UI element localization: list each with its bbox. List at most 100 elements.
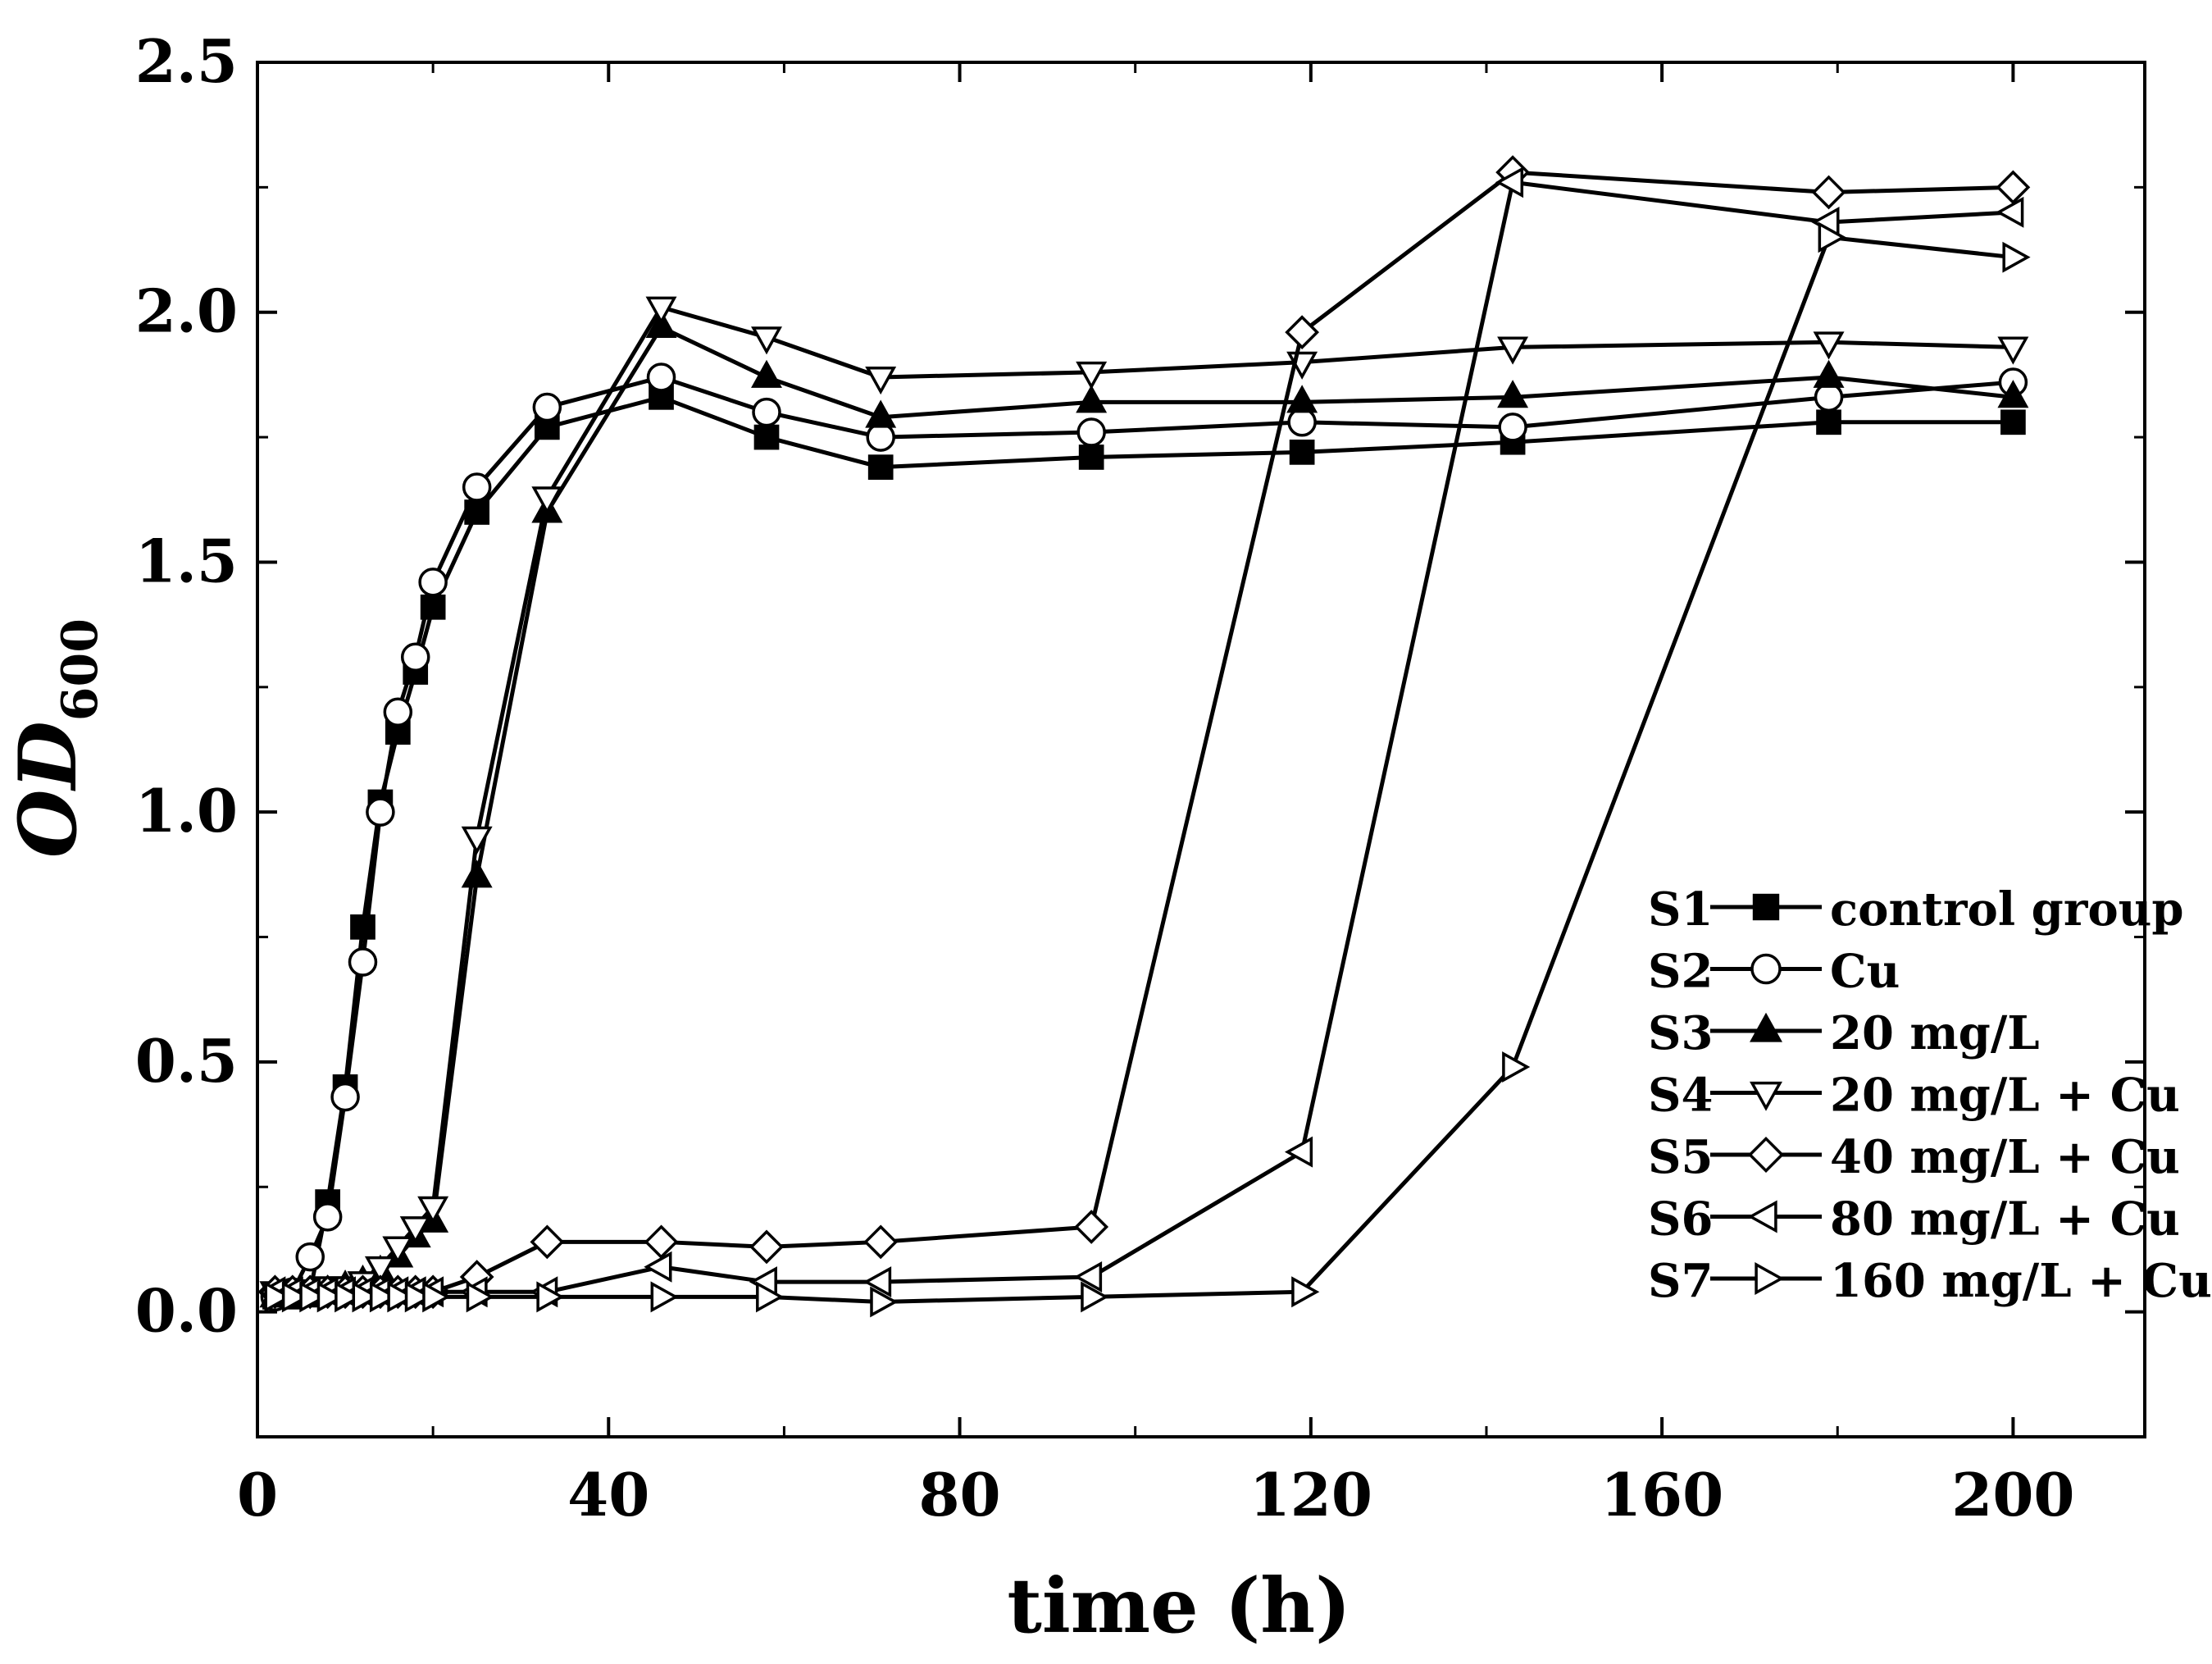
y-axis-label-text: OD600 [2,618,109,858]
data-point-s6 [644,1251,672,1283]
legend-item-s5: S5 40 mg/L + Cu [1648,1130,2180,1184]
data-point-s7 [650,1281,679,1313]
legend-series-id: S3 [1648,1006,1713,1060]
data-point-s2 [418,568,448,597]
x-tick-label: 0 [237,1460,278,1530]
data-point-s4 [364,1256,396,1284]
data-point-s4 [461,826,493,855]
data-point-s2 [866,422,895,452]
data-point-s5 [1285,315,1320,349]
series-layer [257,155,2031,1318]
data-point-s1 [1816,409,1841,435]
data-point-s4 [399,1216,431,1245]
legend-marker [1750,1081,1782,1111]
x-tick-label: 200 [1951,1460,2074,1530]
data-point-s2 [752,397,781,427]
data-point-s7 [536,1281,565,1313]
data-point-s4 [645,296,677,325]
y-axis-ticks: 0.0 0.5 1.0 1.5 2.0 2.5 [135,26,2145,1438]
data-point-s1 [753,424,780,450]
x-axis-ticks: 0 40 80 120 160 200 [237,62,2075,1530]
data-point-s4 [1497,336,1529,365]
data-point-s7 [1081,1281,1109,1313]
data-point-s5 [863,1224,899,1260]
data-point-s2 [366,797,395,827]
data-point-s7 [1502,1051,1531,1083]
data-point-s4 [751,326,782,355]
data-point-s5 [644,1224,679,1260]
data-point-s4 [417,1196,449,1224]
data-point-s6 [862,1266,892,1298]
legend-label: control group [1830,882,2184,937]
data-point-s4 [1076,361,1108,390]
data-point-s7 [1818,221,1846,253]
y-tick-label: 1.0 [135,776,238,846]
data-point-s1 [2000,409,2026,435]
legend-label: 40 mg/L + Cu [1830,1130,2180,1184]
data-point-s2 [330,1082,360,1112]
legend-item-s4: S4 20 mg/L + Cu [1648,1069,2180,1123]
legend-series-id: S1 [1648,882,1713,937]
data-point-s2 [312,1202,343,1232]
data-point-s3 [1997,380,2029,408]
data-point-s2 [383,697,413,727]
legend-series-id: S4 [1648,1069,1713,1123]
legend: S1 control group S2 Cu S3 20 mg/L S4 20 mg/L + … [1648,882,2212,1308]
data-point-s1 [350,914,375,940]
data-point-s7 [369,1281,398,1313]
data-point-s4 [1997,336,2029,365]
data-point-s7 [352,1281,380,1313]
data-point-s1 [867,454,894,481]
legend-label: Cu [1830,945,1900,999]
legend-item-s7: S7 160 mg/L + Cu [1648,1254,2212,1308]
data-point-s2 [295,1242,325,1272]
x-tick-label: 160 [1600,1460,1723,1530]
data-point-s2 [1287,408,1317,437]
data-point-s4 [865,367,897,395]
legend-marker [1752,893,1780,921]
legend-marker [1747,1136,1785,1174]
data-point-s7 [756,1281,785,1313]
data-point-s3 [1813,359,1845,388]
data-point-s3 [1497,380,1529,408]
data-point-s3 [751,359,782,388]
data-point-s5 [1074,1210,1109,1244]
y-tick-label: 1.5 [135,526,238,595]
legend-marker [1750,953,1782,985]
data-point-s7 [466,1281,494,1313]
data-point-s7 [2002,241,2031,273]
series-line-s2 [274,375,2014,1299]
legend-series-id: S5 [1648,1130,1713,1184]
data-point-s4 [1813,331,1845,360]
y-axis-label-main: OD [2,721,94,858]
data-point-s7 [316,1281,345,1313]
legend-item-s3: S3 20 mg/L [1648,1006,2040,1060]
data-point-s4 [531,486,563,515]
y-axis-label: OD600 [2,618,109,858]
data-point-s7 [299,1281,328,1313]
legend-marker [1755,1262,1785,1295]
data-point-s7 [1291,1276,1320,1308]
data-point-s1 [1289,440,1315,465]
series-line-s1 [275,394,2014,1299]
data-point-s2 [1076,417,1106,447]
data-point-s5 [1811,175,1846,210]
data-point-s2 [532,392,562,422]
data-point-s6 [1284,1136,1313,1168]
data-point-s2 [646,362,676,392]
legend-series-id: S7 [1648,1254,1713,1308]
data-point-s6 [1073,1261,1103,1292]
data-point-s7 [870,1286,899,1318]
legend-item-s1: S1 control group [1648,882,2184,937]
legend-series-id: S6 [1648,1192,1713,1247]
data-point-s7 [335,1281,363,1313]
data-point-s7 [281,1281,311,1313]
data-point-s3 [1076,385,1108,413]
data-point-s2 [348,947,378,977]
legend-label: 20 mg/L + Cu [1830,1069,2180,1123]
plot-area-border [256,61,2146,1438]
data-point-s5 [1996,170,2031,205]
legend-marker [1747,1200,1777,1233]
data-point-s7 [422,1281,451,1313]
